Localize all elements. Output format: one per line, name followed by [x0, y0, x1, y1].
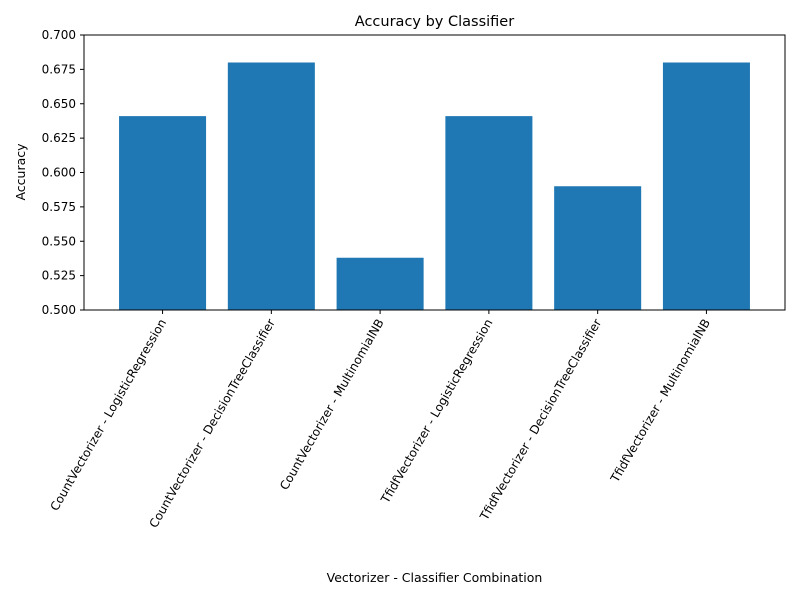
y-tick-label: 0.575 [42, 200, 76, 214]
y-tick-label: 0.500 [42, 303, 76, 317]
x-tick-label: CountVectorizer - DecisionTreeClassifier [146, 316, 277, 530]
y-axis-label: Accuracy [13, 143, 28, 201]
y-tick-label: 0.675 [42, 62, 76, 76]
x-tick-label: TfidfVectorizer - MultinomialNB [607, 317, 713, 486]
bar [119, 116, 207, 311]
y-tick-label: 0.625 [42, 131, 76, 145]
y-tick-label: 0.550 [42, 234, 76, 248]
bar [662, 62, 750, 310]
y-tick-label: 0.525 [42, 269, 76, 283]
bar [336, 257, 424, 310]
x-tick-label: TfidfVectorizer - LogisticRegression [378, 317, 496, 507]
bar [554, 186, 642, 310]
x-axis: CountVectorizer - LogisticRegressionCoun… [47, 310, 713, 530]
y-axis: 0.500 0.525 0.550 0.575 0.600 0.625 0.650 0.675… [42, 28, 84, 317]
y-tick-label: 0.650 [42, 97, 76, 111]
chart-title: Accuracy by Classifier [355, 14, 514, 30]
bar [445, 116, 533, 311]
x-axis-label: Vectorizer - Classifier Combination [327, 570, 543, 585]
x-tick-label: CountVectorizer - MultinomialNB [277, 317, 387, 493]
bars-layer [119, 62, 750, 311]
x-tick-label: TfidfVectorizer - DecisionTreeClassifier [477, 316, 605, 523]
y-tick-label: 0.700 [42, 28, 76, 42]
bar [227, 62, 315, 310]
plot-frame [83, 34, 786, 311]
x-tick-label: CountVectorizer - LogisticRegression [47, 317, 169, 514]
y-tick-label: 0.600 [42, 166, 76, 180]
